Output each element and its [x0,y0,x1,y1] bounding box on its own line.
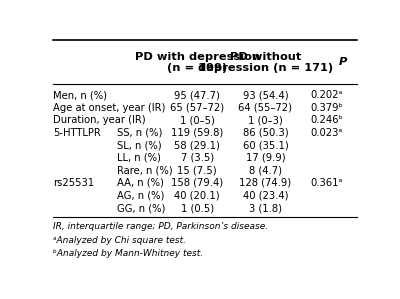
Text: 128 (74.9): 128 (74.9) [239,178,292,188]
Text: 65 (57–72): 65 (57–72) [170,103,224,113]
Text: Men, n (%): Men, n (%) [53,90,107,100]
Text: 64 (55–72): 64 (55–72) [238,103,292,113]
Text: AA, n (%): AA, n (%) [117,178,164,188]
Text: 1 (0–5): 1 (0–5) [180,115,215,125]
Text: 0.379ᵇ: 0.379ᵇ [310,103,343,113]
Text: 8 (4.7): 8 (4.7) [249,165,282,176]
Text: IR, interquartile range; PD, Parkinson’s disease.: IR, interquartile range; PD, Parkinson’s… [53,222,268,231]
Text: Duration, year (IR): Duration, year (IR) [53,115,146,125]
Text: ᵇAnalyzed by Mann-Whitney test.: ᵇAnalyzed by Mann-Whitney test. [53,249,203,258]
Text: Age at onset, year (IR): Age at onset, year (IR) [53,103,166,113]
Text: SS, n (%): SS, n (%) [117,128,162,138]
Text: 60 (35.1): 60 (35.1) [242,140,288,150]
Text: 93 (54.4): 93 (54.4) [243,90,288,100]
Text: 3 (1.8): 3 (1.8) [249,203,282,213]
Text: rs25531: rs25531 [53,178,94,188]
Text: 119 (59.8): 119 (59.8) [171,128,223,138]
Text: P: P [339,57,347,67]
Text: PD without
depression (n = 171): PD without depression (n = 171) [198,51,333,73]
Text: Rare, n (%): Rare, n (%) [117,165,172,176]
Text: 17 (9.9): 17 (9.9) [246,153,285,163]
Text: 0.202ᵃ: 0.202ᵃ [310,90,343,100]
Text: 95 (47.7): 95 (47.7) [174,90,220,100]
Text: SL, n (%): SL, n (%) [117,140,161,150]
Text: 1 (0.5): 1 (0.5) [181,203,214,213]
Text: ᵃAnalyzed by Chi square test.: ᵃAnalyzed by Chi square test. [53,236,186,245]
Text: 0.246ᵇ: 0.246ᵇ [310,115,343,125]
Text: 158 (79.4): 158 (79.4) [171,178,223,188]
Text: 40 (20.1): 40 (20.1) [174,190,220,201]
Text: 0.023ᵃ: 0.023ᵃ [310,128,343,138]
Text: 0.361ᵃ: 0.361ᵃ [310,178,343,188]
Text: LL, n (%): LL, n (%) [117,153,160,163]
Text: 86 (50.3): 86 (50.3) [243,128,288,138]
Text: GG, n (%): GG, n (%) [117,203,165,213]
Text: 5-HTTLPR: 5-HTTLPR [53,128,101,138]
Text: 1 (0–3): 1 (0–3) [248,115,283,125]
Text: 58 (29.1): 58 (29.1) [174,140,220,150]
Text: AG, n (%): AG, n (%) [117,190,164,201]
Text: 15 (7.5): 15 (7.5) [178,165,217,176]
Text: 7 (3.5): 7 (3.5) [181,153,214,163]
Text: 40 (23.4): 40 (23.4) [243,190,288,201]
Text: PD with depression
(n = 199): PD with depression (n = 199) [135,51,260,73]
